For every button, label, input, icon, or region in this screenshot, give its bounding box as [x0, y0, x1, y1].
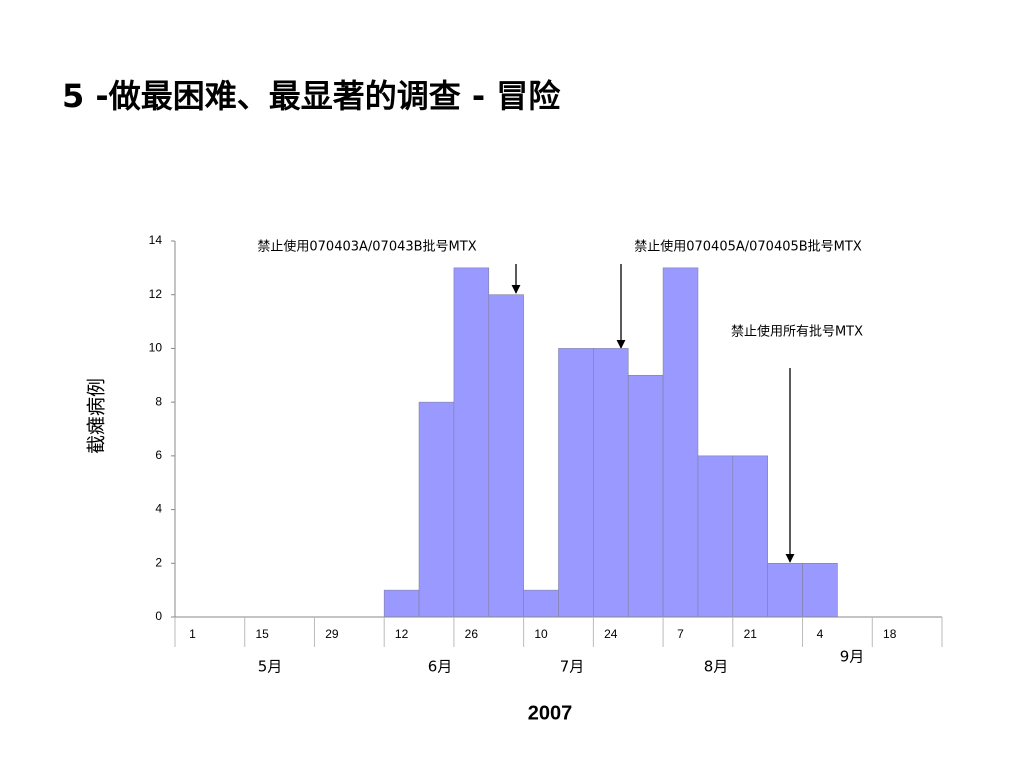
x-tick-label: 4: [817, 627, 824, 641]
month-label: 6月: [428, 658, 453, 676]
bar: [523, 589, 559, 618]
x-tick-label: 21: [744, 627, 758, 641]
x-tick-label: 24: [604, 627, 618, 641]
bar: [627, 374, 664, 618]
y-tick-label: 6: [155, 448, 162, 462]
x-tick-label: 15: [255, 627, 269, 641]
x-tick-label: 26: [465, 627, 479, 641]
bar: [697, 455, 734, 618]
x-tick-label: 1: [189, 627, 196, 641]
bar: [488, 294, 524, 618]
y-tick-label: 4: [155, 502, 162, 516]
x-tick-label: 29: [325, 627, 339, 641]
annotation: 禁止使用070405A/070405B批号MTX: [634, 239, 862, 255]
bar: [558, 348, 594, 618]
y-tick-label: 0: [155, 609, 162, 623]
y-tick-label: 12: [149, 287, 163, 301]
bar: [662, 267, 699, 618]
year-label: 2007: [528, 702, 573, 724]
bar: [383, 589, 420, 618]
x-tick-label: 10: [534, 627, 548, 641]
bar: [453, 267, 490, 618]
slide-title: 5 -做最困难、最显著的调查 - 冒险: [62, 77, 561, 115]
bar: [802, 562, 838, 618]
bar: [732, 455, 768, 618]
month-label: 9月: [840, 648, 865, 666]
bar: [418, 401, 455, 618]
month-label: 7月: [560, 658, 585, 676]
bar: [767, 562, 803, 618]
x-tick-label: 12: [395, 627, 409, 641]
y-tick-label: 8: [155, 394, 162, 408]
month-label: 8月: [704, 658, 729, 676]
annotation: 禁止使用070403A/07043B批号MTX: [257, 239, 476, 255]
x-tick-label: 7: [677, 627, 684, 641]
x-tick-label: 18: [883, 627, 897, 641]
y-tick-label: 10: [149, 341, 163, 355]
bar: [593, 348, 629, 618]
y-tick-label: 14: [149, 233, 163, 247]
y-tick-label: 2: [155, 555, 162, 569]
y-axis-label: 截瘫病例: [86, 378, 108, 454]
month-label: 5月: [258, 658, 283, 676]
annotation: 禁止使用所有批号MTX: [731, 324, 863, 340]
